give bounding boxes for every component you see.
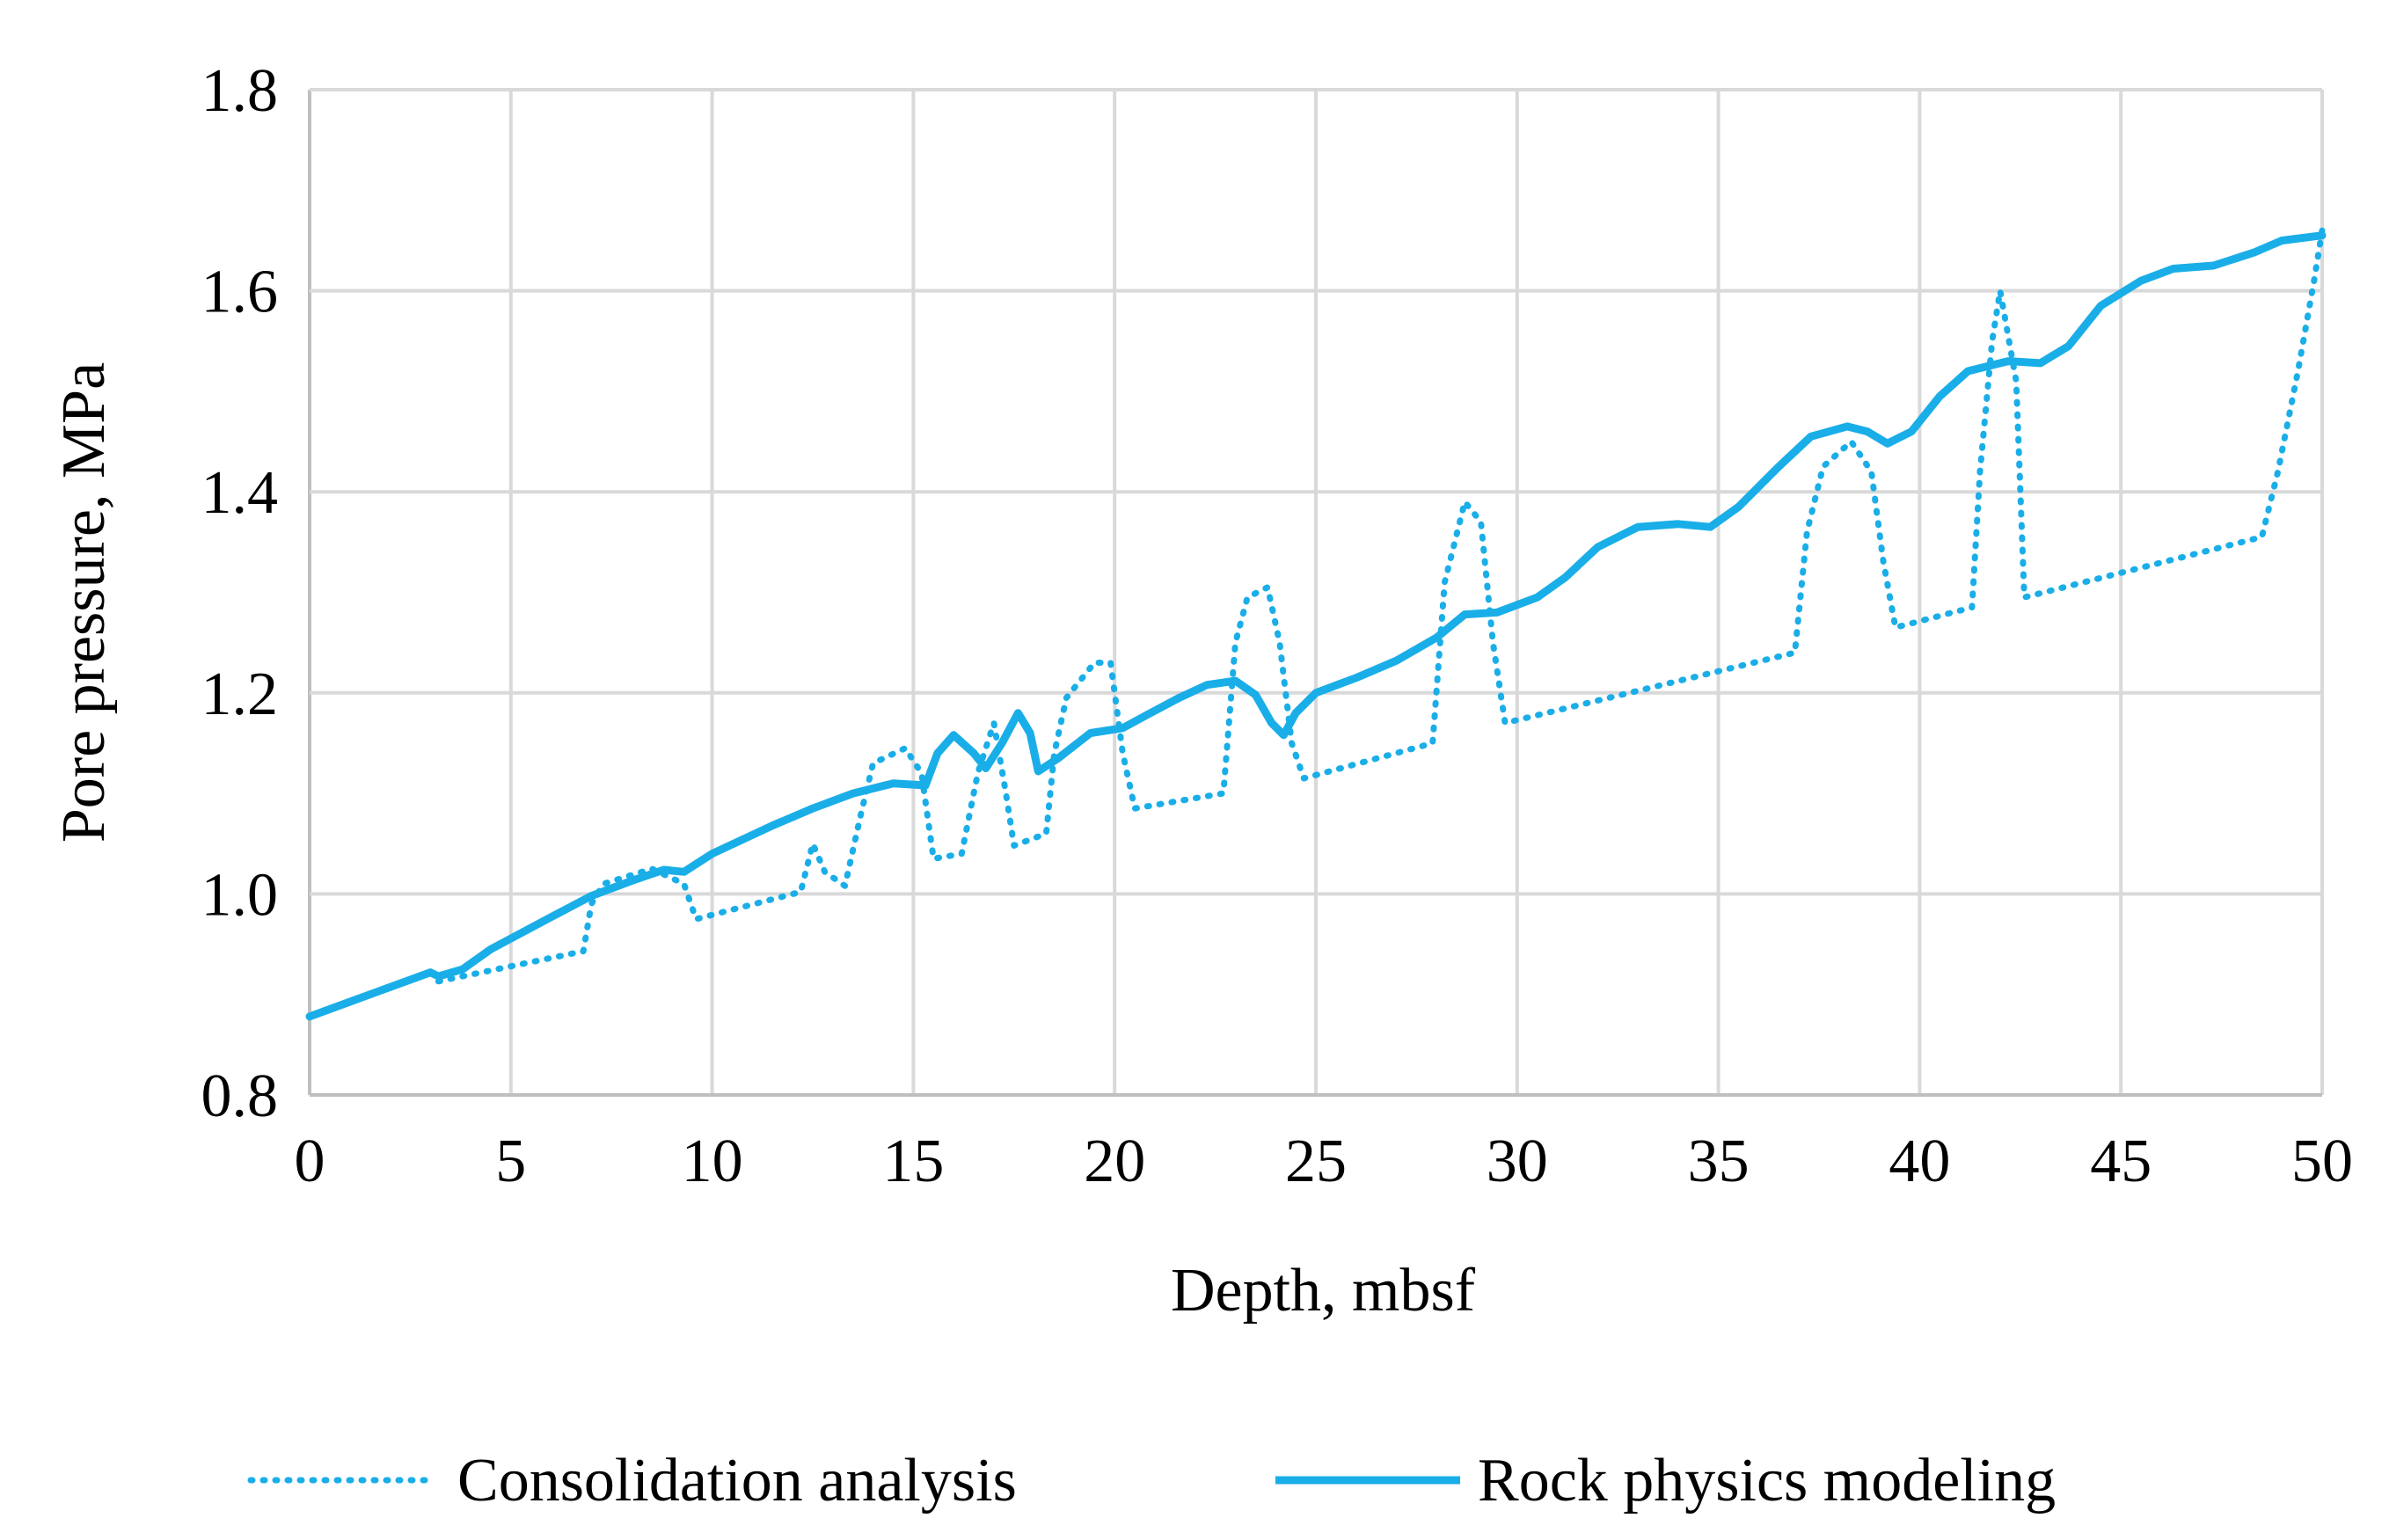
series-line-consolidation-analysis	[435, 227, 2326, 985]
series-line-rock-physics-modeling	[305, 231, 2327, 1021]
legend-label-rock-physics-modeling: Rock physics modeling	[1478, 1447, 2056, 1514]
y-tick-label-1.0: 1.0	[201, 861, 279, 929]
y-tick-label-0.8: 0.8	[201, 1062, 279, 1130]
x-tick-label-20: 20	[1084, 1128, 1145, 1195]
x-tick-label-15: 15	[882, 1128, 944, 1195]
x-tick-label-25: 25	[1285, 1128, 1347, 1195]
x-tick-label-50: 50	[2291, 1128, 2353, 1195]
x-tick-label-10: 10	[682, 1128, 743, 1195]
x-tick-label-40: 40	[1889, 1128, 1950, 1195]
y-tick-label-1.8: 1.8	[201, 57, 279, 125]
grid	[308, 88, 2324, 1097]
x-axis-title: Depth, mbsf	[1171, 1257, 1476, 1325]
tick-labels: 0 5 10 15 20 25 30 35 40 45 50 0.8 1.0 1.2 1.4 1.6 1.8	[201, 57, 2354, 1195]
y-tick-label-1.2: 1.2	[201, 661, 279, 728]
series-layer	[305, 227, 2327, 1021]
y-tick-label-1.6: 1.6	[201, 259, 279, 326]
x-tick-label-45: 45	[2090, 1128, 2152, 1195]
legend-label-consolidation-analysis: Consolidation analysis	[457, 1447, 1017, 1514]
y-axis-title: Pore pressure, MPa	[50, 362, 118, 843]
x-tick-label-35: 35	[1688, 1128, 1750, 1195]
legend: Consolidation analysis Rock physics mode…	[247, 1447, 2056, 1514]
x-tick-label-0: 0	[295, 1128, 325, 1195]
x-tick-label-5: 5	[495, 1128, 526, 1195]
y-tick-label-1.4: 1.4	[201, 459, 279, 527]
x-tick-label-30: 30	[1487, 1128, 1548, 1195]
